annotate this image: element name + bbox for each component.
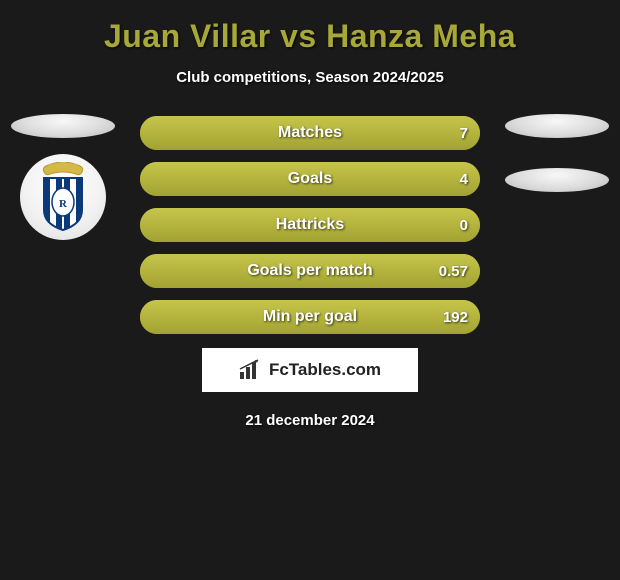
comparison-area: R Matches7 Goals4 Hattricks0 Goals per matc… — [0, 114, 620, 429]
stat-row: Goals per match0.57 — [140, 254, 480, 288]
stat-row: Goals4 — [140, 162, 480, 196]
stat-row: Min per goal192 — [140, 300, 480, 334]
svg-text:R: R — [59, 198, 68, 210]
bar-fill-right — [140, 162, 480, 196]
left-player-avatar-placeholder — [11, 114, 115, 138]
shield-crest-icon: R — [36, 162, 90, 232]
subtitle: Club competitions, Season 2024/2025 — [0, 69, 620, 86]
stat-row: Matches7 — [140, 116, 480, 150]
right-player-avatar-placeholder — [505, 114, 609, 138]
logo-text: FcTables.com — [269, 360, 381, 380]
fctables-logo: FcTables.com — [202, 348, 418, 392]
page-title: Juan Villar vs Hanza Meha — [0, 0, 620, 55]
right-player-crest-placeholder — [505, 168, 609, 192]
stat-bars: Matches7 Goals4 Hattricks0 Goals per match0… — [140, 114, 480, 334]
bar-fill-right — [140, 254, 480, 288]
bar-chart-icon — [239, 359, 263, 381]
bar-fill-right — [140, 300, 480, 334]
bar-fill-right — [140, 208, 480, 242]
bar-fill-right — [140, 116, 480, 150]
right-player-column — [502, 114, 612, 208]
left-player-column: R — [8, 114, 118, 240]
stat-row: Hattricks0 — [140, 208, 480, 242]
left-player-crest: R — [20, 154, 106, 240]
date-label: 21 december 2024 — [0, 412, 620, 429]
